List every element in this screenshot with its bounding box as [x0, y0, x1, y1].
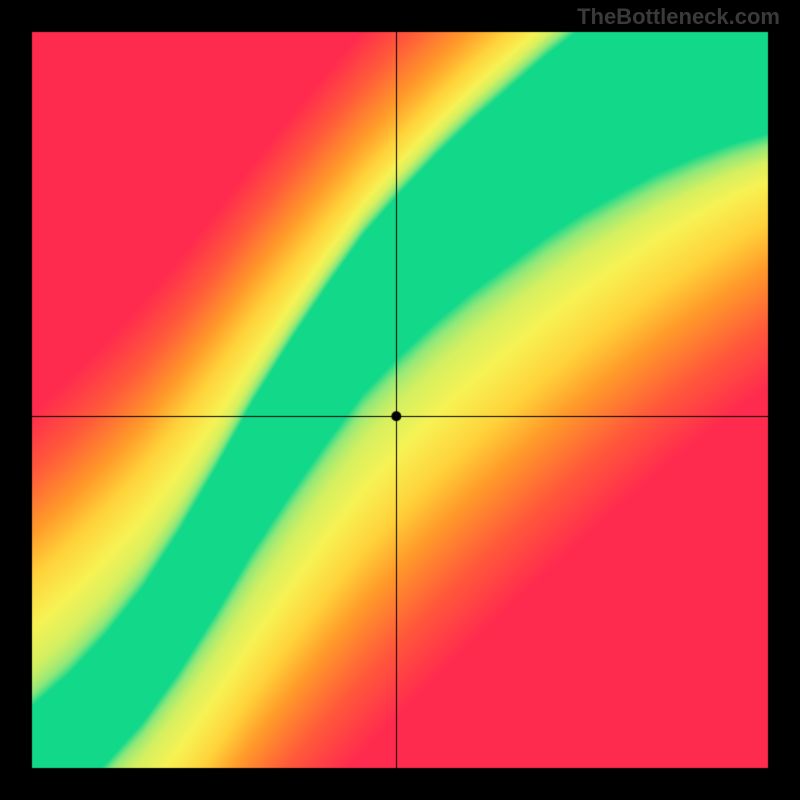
heatmap-canvas	[0, 0, 800, 800]
watermark-text: TheBottleneck.com	[577, 4, 780, 30]
chart-container: TheBottleneck.com	[0, 0, 800, 800]
